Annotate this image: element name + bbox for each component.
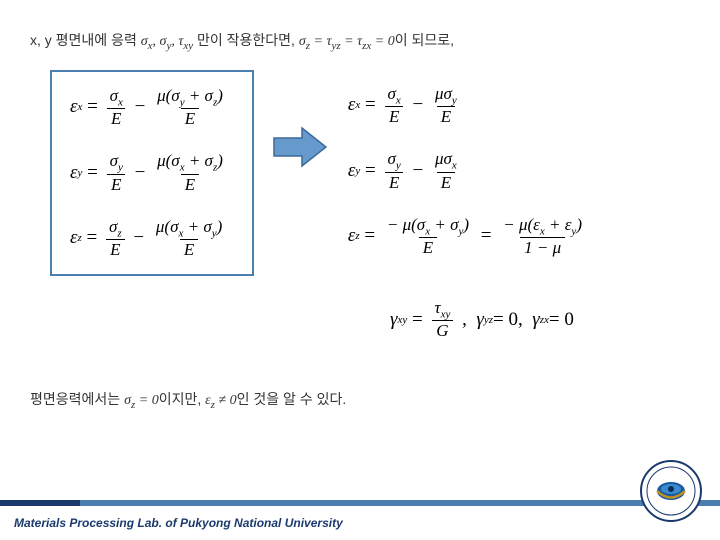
eq-epsilon-z-left: εz = σzE − μ(σx + σy)E: [70, 217, 230, 260]
eq-epsilon-y-left: εy = σyE − μ(σx + σz)E: [70, 151, 230, 194]
university-logo-icon: [640, 460, 702, 522]
right-equations: εx = σxE − μσyE εy = σyE − μσxE εz = − μ…: [348, 84, 589, 258]
eq-epsilon-x-right: εx = σxE − μσyE: [348, 84, 589, 127]
eq-epsilon-y-right: εy = σyE − μσxE: [348, 149, 589, 192]
eq-epsilon-z-right: εz = − μ(σx + σy)E = − μ(εx + εy)1 − μ: [348, 215, 589, 258]
footer-bar: [0, 500, 720, 506]
left-equation-box: εx = σxE − μ(σy + σz)E εy = σyE − μ(σx +…: [50, 70, 254, 276]
arrow-icon: [272, 126, 328, 173]
footer-text: Materials Processing Lab. of Pukyong Nat…: [14, 516, 343, 530]
gamma-equations: γxy = τxyG , γyz = 0, γzx = 0: [390, 298, 690, 341]
conclusion-line: 평면응력에서는 σz = 0이지만, εz ≠ 0인 것을 알 수 있다.: [30, 389, 690, 411]
equations-row: εx = σxE − μ(σy + σz)E εy = σyE − μ(σx +…: [30, 70, 690, 276]
eq-epsilon-x-left: εx = σxE − μ(σy + σz)E: [70, 86, 230, 129]
intro-line: x, y 평면내에 응력 σx, σy, τxy 만이 작용한다면, σz = …: [30, 30, 690, 52]
